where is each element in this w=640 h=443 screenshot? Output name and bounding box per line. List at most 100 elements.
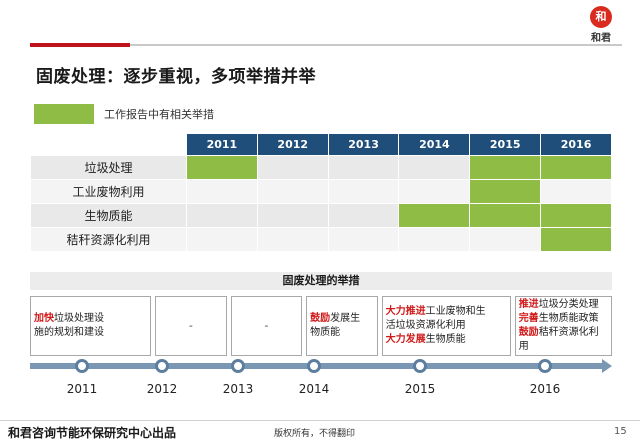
timeline-dot-icon	[155, 359, 169, 373]
measure-box: -	[230, 296, 303, 356]
measure-line: 完善生物质能政策	[519, 312, 608, 326]
timeline-years: 2011 2012 2013 2014 2015 2016	[30, 382, 612, 398]
footer-rule	[0, 420, 640, 421]
matrix-cell	[327, 179, 400, 204]
matrix-cell	[398, 155, 471, 180]
matrix-cell	[256, 179, 329, 204]
matrix-cell-marked	[469, 203, 542, 228]
matrix-cell	[398, 227, 471, 252]
measure-text: 发展生	[330, 313, 361, 324]
measure-line: 施的规划和建设	[34, 326, 147, 340]
matrix-cell-marked	[469, 155, 542, 180]
measure-line: 推进垃圾分类处理	[519, 298, 608, 312]
matrix-row: 工业废物利用	[30, 179, 612, 204]
logo-name: 和君	[591, 33, 611, 44]
matrix-cell-marked	[540, 227, 612, 252]
measure-box: 鼓励发展生 物质能	[306, 296, 378, 356]
matrix-cell	[186, 179, 258, 204]
logo-seal-icon: 和	[590, 6, 612, 28]
timeline-year-label: 2012	[146, 382, 178, 396]
legend-swatch	[34, 104, 94, 124]
page-title: 固废处理：逐步重视，多项举措并举	[36, 67, 316, 87]
measure-text: 施的规划和建设	[34, 327, 104, 338]
matrix-cell	[327, 227, 400, 252]
measure-line: 大力推进工业废物和生	[386, 305, 507, 319]
measure-keyword: 鼓励	[310, 313, 331, 324]
measures-matrix: 2011 2012 2013 2014 2015 2016 垃圾处理 工业废物利用 生物质能秸…	[30, 133, 612, 252]
measure-text: 生物质能	[425, 334, 466, 345]
timeline-dot-icon	[231, 359, 245, 373]
matrix-cell	[256, 155, 329, 180]
measure-text: 垃圾分类处理	[538, 299, 599, 310]
header-rule-accent	[30, 43, 130, 47]
measure-text: 活垃圾资源化利用	[385, 320, 466, 331]
matrix-cell-marked	[469, 179, 542, 204]
measure-keyword: 大力发展	[385, 334, 426, 345]
matrix-corner	[30, 133, 187, 156]
timeline-dot-icon	[75, 359, 89, 373]
matrix-cell-marked	[186, 155, 258, 180]
matrix-row-label: 秸秆资源化利用	[30, 227, 187, 252]
measure-keyword: 加快	[34, 313, 54, 324]
matrix-row-label: 工业废物利用	[30, 179, 187, 204]
timeline-year-label: 2016	[529, 382, 561, 396]
matrix-cell	[327, 155, 400, 180]
matrix-cell	[469, 227, 542, 252]
measure-box: 推进垃圾分类处理 完善生物质能政策 鼓励秸秆资源化利用	[514, 296, 612, 356]
matrix-year-header: 2016	[540, 133, 612, 156]
measure-line: 鼓励发展生	[310, 312, 374, 326]
matrix-header-row: 2011 2012 2013 2014 2015 2016	[30, 133, 612, 156]
measure-line: 活垃圾资源化利用	[386, 319, 507, 333]
matrix-cell	[327, 203, 400, 228]
timeline-year-label: 2015	[404, 382, 436, 396]
matrix-row: 垃圾处理	[30, 155, 612, 180]
measure-line: 大力发展生物质能	[386, 333, 507, 347]
measure-box: -	[155, 296, 227, 356]
measure-line: 加快垃圾处理设	[34, 312, 147, 326]
measure-text: 生物质能政策	[538, 313, 599, 324]
measure-keyword: 鼓励	[518, 327, 539, 338]
measure-keyword: 大力推进	[385, 306, 426, 317]
matrix-cell	[256, 203, 329, 228]
measure-keyword: 推进	[518, 299, 539, 310]
measure-text: 物质能	[310, 327, 341, 338]
measure-box: 加快垃圾处理设 施的规划和建设	[30, 296, 152, 356]
matrix-row-label: 生物质能	[30, 203, 187, 228]
matrix-year-header: 2015	[469, 133, 542, 156]
measure-text: 工业废物和生	[425, 306, 486, 317]
brand-logo: 和 和君	[578, 6, 624, 44]
timeline-year-label: 2013	[222, 382, 254, 396]
matrix-year-header: 2014	[398, 133, 471, 156]
footer-copyright: 版权所有，不得翻印	[274, 429, 356, 439]
matrix-year-header: 2013	[327, 133, 400, 156]
measures-section-band: 固废处理的举措	[30, 272, 612, 290]
year-timeline	[30, 359, 612, 373]
timeline-year-label: 2011	[66, 382, 98, 396]
timeline-dot-icon	[307, 359, 321, 373]
matrix-row-label: 垃圾处理	[30, 155, 187, 180]
header-rule	[30, 44, 622, 46]
matrix-cell-marked	[540, 203, 612, 228]
matrix-row: 秸秆资源化利用	[30, 227, 612, 252]
measure-line: 鼓励秸秆资源化利用	[519, 326, 608, 354]
matrix-cell	[186, 203, 258, 228]
matrix-cell	[186, 227, 258, 252]
matrix-cell	[398, 179, 471, 204]
measures-boxes: 加快垃圾处理设 施的规划和建设 - - 鼓励发展生 物质能 大力推进工业废物和生 活垃圾资源化…	[30, 296, 612, 356]
timeline-year-label: 2014	[298, 382, 330, 396]
matrix-cell	[540, 179, 612, 204]
measure-box: 大力推进工业废物和生 活垃圾资源化利用 大力发展生物质能	[381, 296, 511, 356]
matrix-row: 生物质能	[30, 203, 612, 228]
timeline-dot-icon	[538, 359, 552, 373]
timeline-dot-icon	[413, 359, 427, 373]
measure-line: 物质能	[310, 326, 374, 340]
page-number: 15	[614, 426, 627, 437]
legend-label: 工作报告中有相关举措	[104, 108, 214, 121]
measure-text: 秸秆资源化利用	[518, 327, 599, 352]
matrix-year-header: 2012	[256, 133, 329, 156]
timeline-arrow-icon	[602, 359, 612, 373]
measure-text: 垃圾处理设	[54, 313, 104, 324]
measures-section-title: 固废处理的举措	[282, 274, 360, 287]
matrix-cell-marked	[540, 155, 612, 180]
matrix-year-header: 2011	[186, 133, 258, 156]
